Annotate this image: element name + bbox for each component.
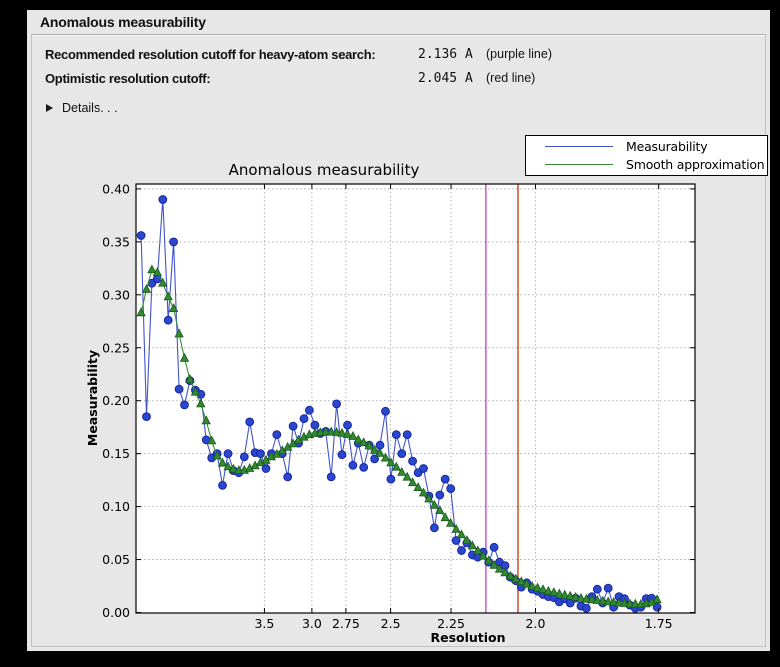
legend-item: Measurability [526, 137, 767, 155]
chart-legend: Measurability Smooth approximation [525, 135, 768, 176]
disclosure-triangle-icon [46, 104, 53, 112]
page-title: Anomalous measurability [40, 14, 206, 30]
details-disclosure[interactable]: Details. . . [46, 101, 118, 115]
legend-item: Smooth approximation [526, 156, 767, 174]
legend-line-sample-smooth [545, 164, 613, 166]
details-label: Details. . . [62, 101, 118, 115]
legend-label: Smooth approximation [626, 157, 765, 173]
summary-note: (red line) [486, 71, 536, 85]
summary-label: Recommended resolution cutoff for heavy-… [45, 47, 376, 62]
summary-note: (purple line) [486, 47, 553, 61]
legend-label: Measurability [626, 138, 708, 154]
summary-value: 2.136 A [418, 47, 473, 62]
legend-line-sample-measurability [545, 145, 613, 147]
summary-value: 2.045 A [418, 71, 473, 86]
summary-label: Optimistic resolution cutoff: [45, 71, 211, 86]
summary-section [31, 34, 766, 647]
